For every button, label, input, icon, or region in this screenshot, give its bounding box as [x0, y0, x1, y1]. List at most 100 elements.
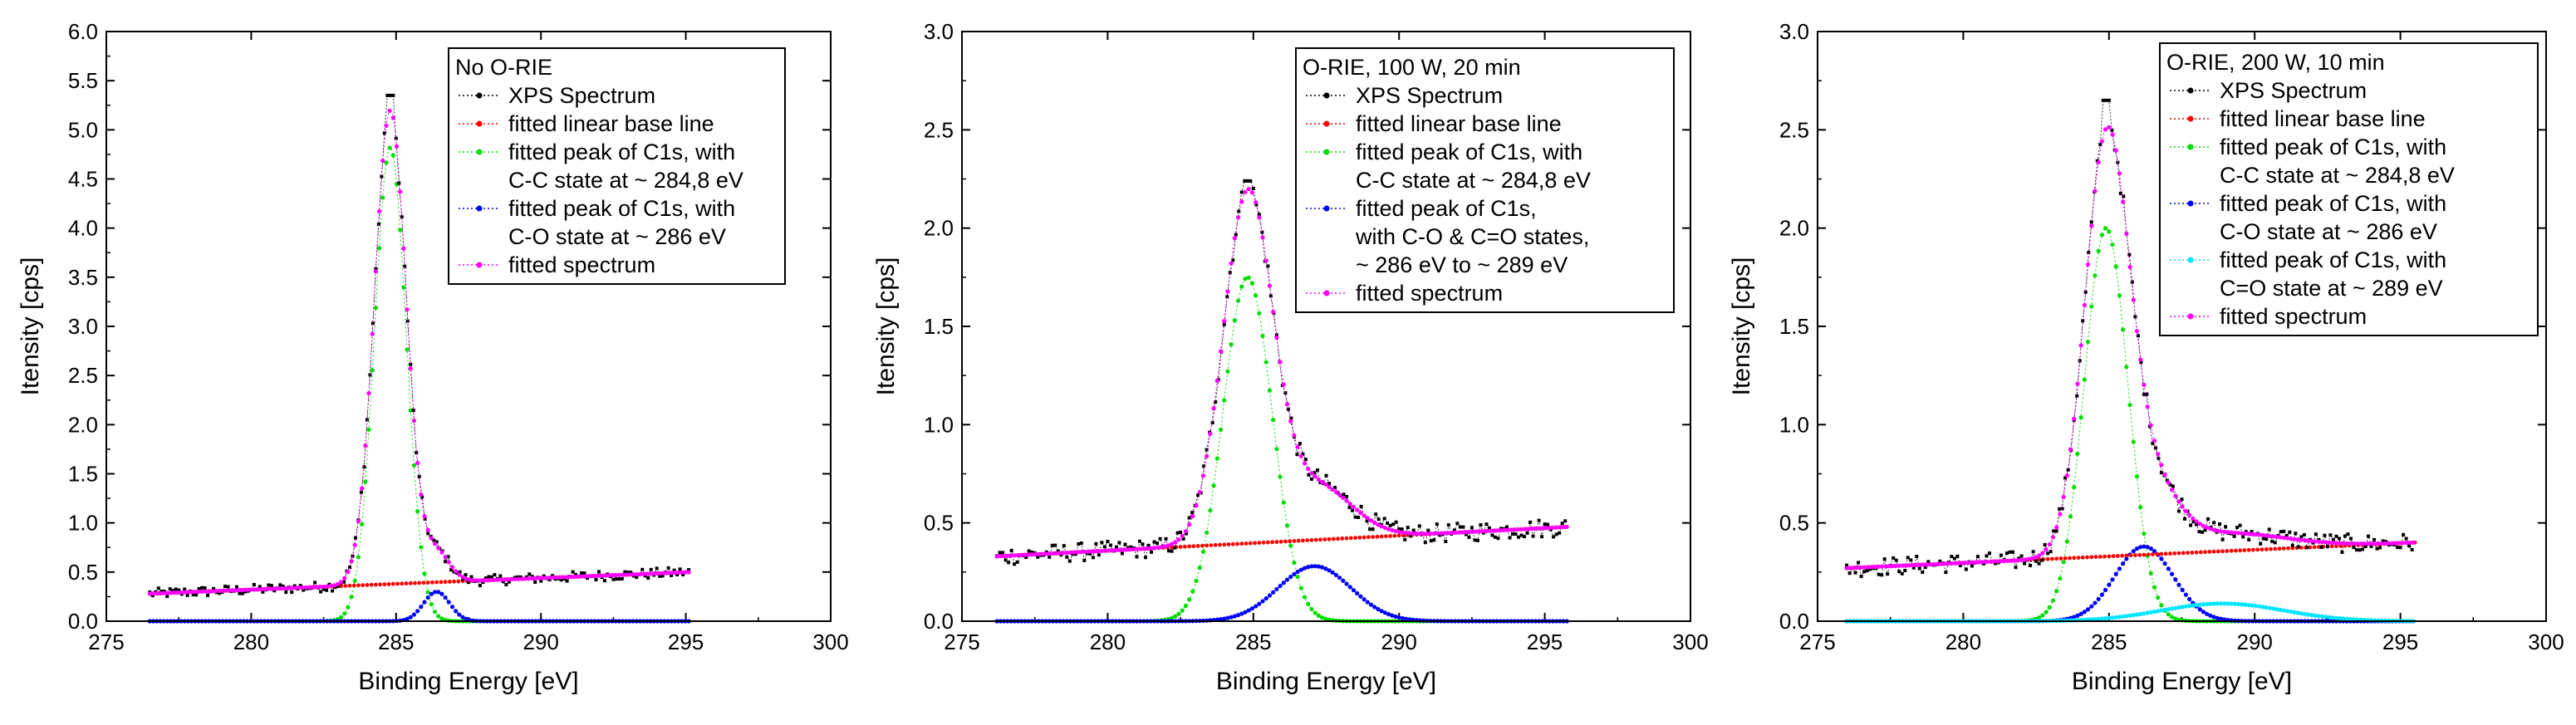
- fitted-spectrum-point: [1225, 289, 1230, 294]
- fitted-peak-point: [1313, 564, 1317, 569]
- fitted-peak-point: [2176, 582, 2181, 587]
- xps-spectrum-point: [2023, 561, 2027, 566]
- fitted-spectrum-point: [269, 586, 274, 591]
- fitted-spectrum-point: [1229, 261, 1234, 266]
- fitted-spectrum-point: [1970, 560, 1975, 565]
- fitted-peak-point: [1292, 560, 1297, 566]
- xps-spectrum-point: [2145, 392, 2149, 396]
- baseline-point: [2329, 544, 2334, 549]
- baseline-point: [1371, 535, 1376, 539]
- xps-spectrum-point: [2075, 394, 2079, 398]
- fitted-spectrum-point: [540, 576, 545, 580]
- fitted-spectrum-point: [2089, 223, 2094, 228]
- fitted-spectrum-point: [1533, 526, 1538, 532]
- fitted-peak-point: [346, 605, 351, 610]
- xps-spectrum-point: [2133, 315, 2137, 319]
- baseline-point: [1375, 534, 1380, 539]
- fitted-spectrum-point: [1512, 527, 1517, 532]
- xps-spectrum-point: [527, 572, 532, 576]
- xps-spectrum-point: [1504, 525, 1509, 529]
- legend-title: O-RIE, 200 W, 10 min: [2166, 50, 2385, 75]
- fitted-spectrum-point: [1449, 530, 1454, 536]
- fitted-peak-point: [1404, 616, 1409, 621]
- fitted-spectrum-point: [2323, 540, 2328, 545]
- baseline-point: [2124, 553, 2129, 558]
- baseline-point: [386, 581, 391, 586]
- legend-entry-label: fitted peak of C1s, with C-C state at ~ 2…: [2220, 135, 2455, 188]
- xps-spectrum-point: [2354, 548, 2358, 552]
- xps-spectrum-point: [1975, 555, 1980, 559]
- fitted-spectrum-point: [1960, 561, 1965, 566]
- fitted-spectrum-point: [1466, 529, 1471, 535]
- xps-spectrum-point: [2011, 550, 2015, 554]
- legend-entry-label: fitted peak of C1s, with C-C state at ~ 2…: [508, 140, 743, 193]
- fitted-spectrum-point: [2309, 538, 2314, 544]
- y-tick-label: 0.0: [1779, 609, 1809, 634]
- xps-spectrum-point: [1249, 179, 1253, 183]
- fitted-peak-point: [429, 602, 434, 607]
- xps-spectrum-point: [2279, 530, 2283, 534]
- fitted-spectrum-point: [686, 570, 691, 575]
- fitted-spectrum-point: [2348, 541, 2353, 546]
- fitted-spectrum-point: [1879, 564, 1884, 569]
- baseline-point: [2093, 555, 2098, 560]
- xps-spectrum-point: [1353, 515, 1357, 519]
- xps-spectrum-point: [1862, 570, 1867, 574]
- xps-spectrum-point: [2052, 529, 2056, 533]
- xps-spectrum-point: [1307, 473, 1311, 477]
- xps-spectrum-point: [1036, 555, 1040, 559]
- fitted-spectrum-point: [2411, 540, 2416, 545]
- fitted-spectrum-point: [2187, 512, 2192, 517]
- fitted-spectrum-point: [161, 590, 166, 595]
- xps-spectrum-point: [2049, 550, 2053, 554]
- fitted-spectrum-point: [2274, 534, 2279, 540]
- fitted-spectrum-point: [2107, 125, 2112, 130]
- baseline-point: [1274, 540, 1279, 544]
- baseline-point: [2246, 547, 2251, 552]
- fitted-peak-point: [2169, 615, 2175, 620]
- y-tick-label: 1.5: [1779, 314, 1809, 339]
- fitted-peak-point: [1319, 615, 1325, 620]
- xps-spectrum-point: [2098, 142, 2103, 146]
- fitted-peak-point: [1176, 611, 1181, 616]
- fitted-spectrum-point: [1882, 564, 1887, 569]
- fitted-spectrum-point: [1939, 561, 1944, 566]
- fitted-peak-point: [2093, 616, 2098, 622]
- fitted-peak-point: [2176, 605, 2181, 610]
- fitted-peak-point: [2121, 561, 2126, 566]
- xps-spectrum-point: [258, 585, 262, 589]
- fitted-peak-point: [1284, 523, 1290, 528]
- xps-spectrum-point: [2156, 456, 2161, 460]
- fitted-spectrum-point: [1382, 526, 1387, 531]
- fitted-spectrum-point: [2344, 541, 2349, 546]
- baseline-point: [382, 582, 387, 586]
- y-tick-label: 1.0: [1779, 412, 1809, 437]
- fitted-peak-point: [1281, 580, 1286, 585]
- fitted-spectrum-point: [1096, 548, 1101, 554]
- xps-spectrum-point: [2104, 98, 2108, 102]
- xps-spectrum-point: [353, 536, 357, 540]
- xps-spectrum-point: [1243, 179, 1247, 183]
- xps-spectrum-point: [2288, 530, 2292, 534]
- xps-spectrum-point: [1429, 539, 1433, 543]
- fitted-spectrum-point: [651, 571, 656, 576]
- baseline-point: [2181, 551, 2186, 556]
- xps-spectrum-point: [2197, 530, 2201, 534]
- xps-spectrum-point: [1073, 552, 1077, 556]
- xps-spectrum-point: [2407, 544, 2412, 548]
- xps-spectrum-point: [1062, 544, 1066, 548]
- fitted-spectrum-point: [1480, 529, 1485, 534]
- xps-spectrum-point: [2273, 541, 2277, 545]
- baseline-point: [365, 583, 370, 587]
- xps-spectrum-point: [218, 591, 222, 595]
- x-tick-label: 280: [233, 629, 269, 654]
- fitted-peak-point: [2240, 602, 2245, 607]
- xps-spectrum-point: [2363, 545, 2367, 549]
- xps-spectrum-point: [1853, 571, 1857, 575]
- fitted-spectrum-point: [317, 585, 323, 590]
- xps-spectrum-point: [1490, 533, 1494, 537]
- fitted-peak-point: [2096, 248, 2101, 253]
- xps-spectrum-point: [1108, 543, 1112, 547]
- fitted-spectrum-point: [1145, 546, 1150, 551]
- baseline-point: [2155, 551, 2160, 556]
